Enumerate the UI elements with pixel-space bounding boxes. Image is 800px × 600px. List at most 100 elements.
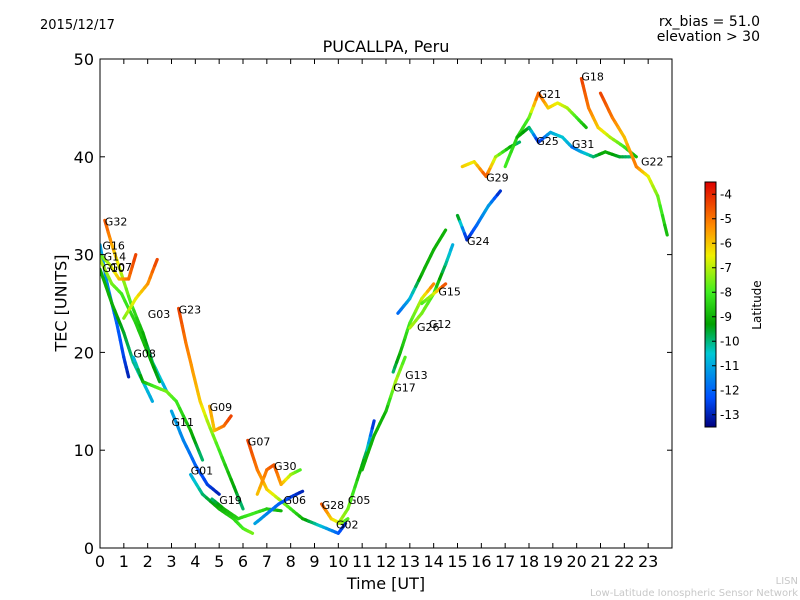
track-segment <box>148 394 154 403</box>
track-segment <box>125 370 131 379</box>
x-tick-label: 21 <box>590 552 610 571</box>
series-g23-7 <box>177 306 245 511</box>
satellite-label-g30: G30 <box>274 460 297 473</box>
chart-title: PUCALLPA, Peru <box>322 37 450 56</box>
x-tick-label: 4 <box>190 552 200 571</box>
track-segment <box>370 419 376 430</box>
colorbar-tick-label: -6 <box>720 236 732 250</box>
colorbar-tick-label: -5 <box>720 212 732 226</box>
track-segment <box>227 414 233 420</box>
satellite-label-g10: G10 <box>102 262 125 275</box>
series-layer <box>100 76 669 535</box>
colorbar-tick-label: -8 <box>720 285 732 299</box>
x-tick-label: 11 <box>352 552 372 571</box>
colorbar-tick-label: -7 <box>720 261 732 275</box>
track-segment <box>296 468 302 473</box>
x-tick-label: 3 <box>166 552 176 571</box>
series-g02-16 <box>301 517 348 535</box>
x-tick-label: 12 <box>376 552 396 571</box>
x-tick-label: 6 <box>238 552 248 571</box>
x-axis-label: Time [UT] <box>346 574 426 593</box>
x-tick-label: 9 <box>309 552 319 571</box>
track-segment <box>429 282 436 290</box>
series-g31-28 <box>570 145 634 159</box>
x-tick-label: 16 <box>471 552 491 571</box>
footer-short: LISN <box>775 576 798 587</box>
satellite-label-g03: G03 <box>148 308 171 321</box>
track-segment <box>197 451 205 462</box>
colorbar-ticks: -4 -5 -6 -7 -8 -9 -10 -11 -12 -13 <box>712 187 740 422</box>
x-tick-label: 13 <box>400 552 420 571</box>
satellite-label-g06: G06 <box>284 494 307 507</box>
series-g22-29 <box>598 91 669 237</box>
series-g03-5 <box>122 257 159 320</box>
colorbar-tick-label: -11 <box>720 359 740 373</box>
satellite-label-g02: G02 <box>336 518 359 531</box>
satellite-label-g24: G24 <box>467 235 490 248</box>
y-tick-label: 0 <box>84 539 94 558</box>
x-tick-label: 7 <box>262 552 272 571</box>
track-segment <box>298 489 305 495</box>
colorbar-tick-label: -4 <box>720 187 732 201</box>
satellite-label-g01: G01 <box>191 465 214 478</box>
colorbar-tick-label: -10 <box>720 334 740 348</box>
x-tick-label: 5 <box>214 552 224 571</box>
track-segment <box>155 372 162 384</box>
track-segment <box>153 257 159 268</box>
satellite-label-g29: G29 <box>486 171 509 184</box>
track-segment <box>103 272 109 286</box>
series-g25-27 <box>515 125 574 149</box>
satellite-label-g26: G26 <box>417 321 440 334</box>
track-segment <box>132 253 138 263</box>
series-g30-13 <box>255 463 302 496</box>
x-axis-ticks: 0 1 2 3 4 5 6 7 8 9 10 11 12 13 14 15 16 17 18 19 20 21 22 23 <box>95 59 658 571</box>
track-segment <box>449 243 455 252</box>
track-segment <box>663 223 669 237</box>
y-tick-label: 20 <box>74 343 94 362</box>
track-segment <box>238 499 245 511</box>
satellite-label-g14: G14 <box>104 251 127 264</box>
track-segment <box>112 311 119 325</box>
x-tick-label: 17 <box>495 552 515 571</box>
series-g15-22 <box>420 282 448 306</box>
series-g32-0 <box>103 218 169 394</box>
satellite-label-g22: G22 <box>641 156 664 169</box>
track-segment <box>658 204 665 218</box>
satellite-label-g16: G16 <box>102 240 125 253</box>
satellite-label-g05: G05 <box>348 494 371 507</box>
satellite-label-g15: G15 <box>438 286 461 299</box>
track-segment <box>660 213 667 227</box>
colorbar-tick-label: -9 <box>720 310 732 324</box>
track-segment <box>441 282 448 288</box>
track-segment <box>248 530 255 535</box>
track-segment <box>214 490 221 496</box>
x-tick-label: 1 <box>119 552 129 571</box>
track-segment <box>344 517 350 522</box>
satellite-label-g11: G11 <box>172 416 195 429</box>
satellite-label-g19: G19 <box>219 494 242 507</box>
satellite-label-g31: G31 <box>572 138 595 151</box>
satellite-label-g13: G13 <box>405 369 428 382</box>
colorbar <box>704 181 717 428</box>
satellite-label-g07: G07 <box>110 261 133 274</box>
date-label: 2015/12/17 <box>40 18 115 33</box>
satellite-label-g21: G21 <box>539 88 562 101</box>
y-tick-label: 30 <box>74 246 94 265</box>
track-segment <box>582 123 588 130</box>
series-g01-9 <box>189 473 255 535</box>
x-tick-label: 23 <box>638 552 658 571</box>
satellite-label-g17: G17 <box>393 382 416 395</box>
y-axis-ticks: 0 10 20 30 40 50 <box>74 50 672 558</box>
series-g07-4 <box>100 257 162 384</box>
track-segment <box>495 189 502 197</box>
x-tick-label: 8 <box>286 552 296 571</box>
y-tick-label: 50 <box>74 50 94 69</box>
y-tick-label: 40 <box>74 148 94 167</box>
x-tick-label: 20 <box>566 552 586 571</box>
x-tick-label: 14 <box>423 552 443 571</box>
satellite-label-g07: G07 <box>248 435 271 448</box>
track-segment <box>276 508 283 513</box>
y-tick-label: 10 <box>74 441 94 460</box>
track-segment <box>631 152 638 159</box>
x-tick-label: 15 <box>447 552 467 571</box>
